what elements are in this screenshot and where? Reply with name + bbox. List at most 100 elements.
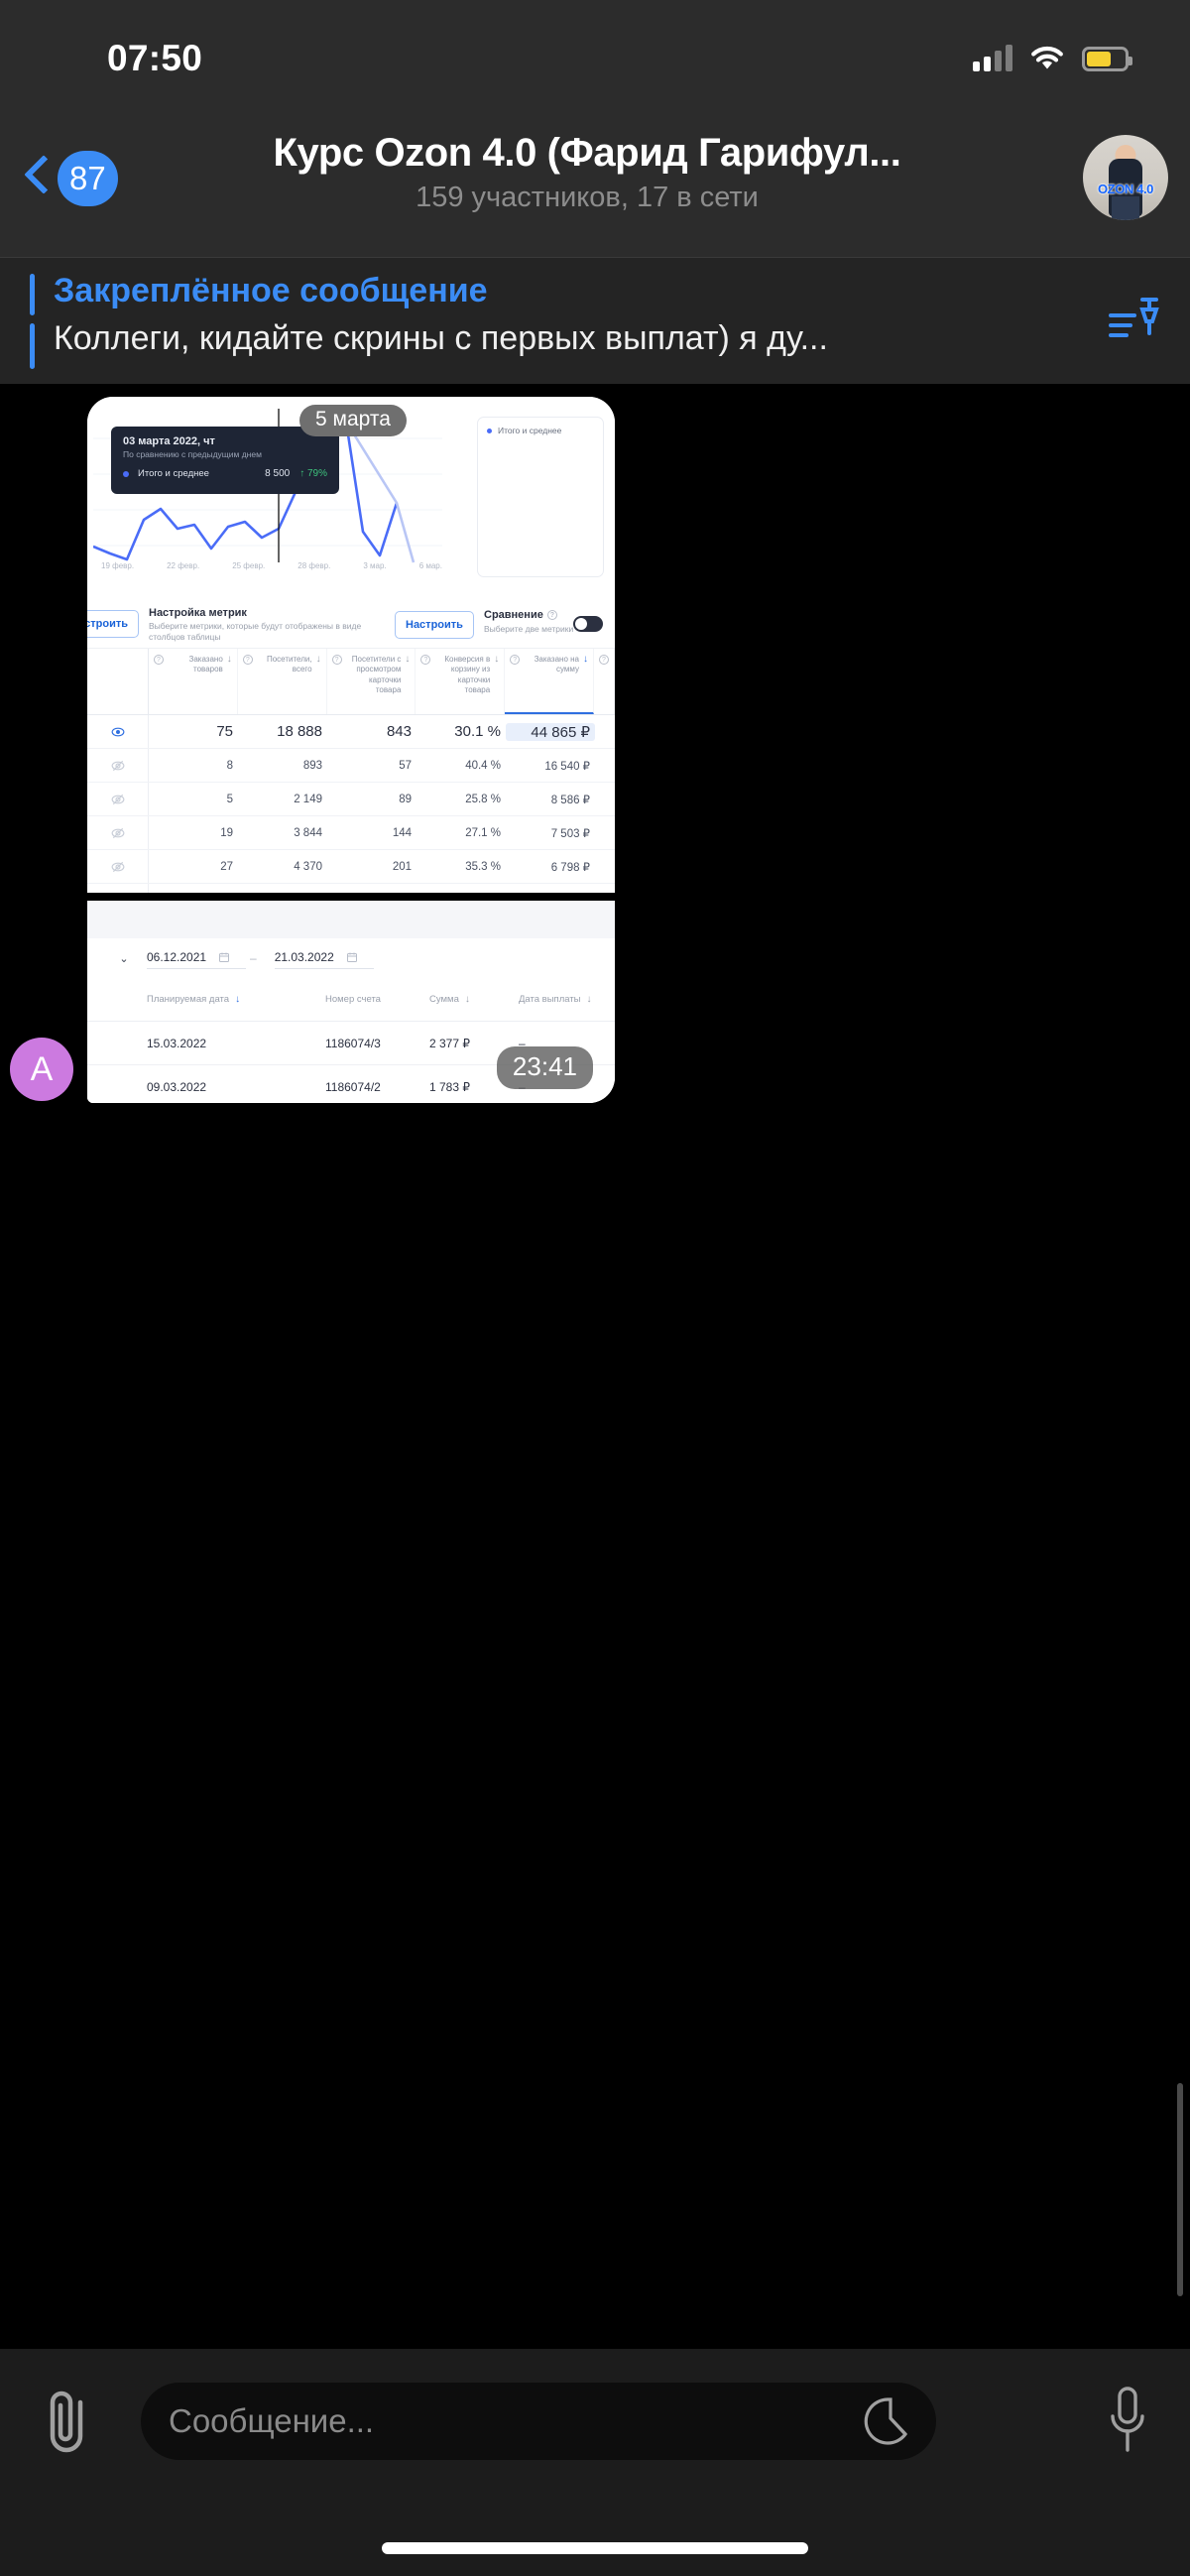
payments-column-invoice[interactable]: Номер счета [325,994,381,1005]
visibility-toggle[interactable] [87,783,149,815]
cell-visitors-total: 893 [302,759,322,772]
pinned-message-bar[interactable]: Закреплённое сообщение Коллеги, кидайте … [0,258,1190,385]
column-header-overflow[interactable]: ? [594,649,615,714]
payments-column-amount[interactable]: Сумма ↓ [429,994,470,1005]
analytics-screenshot: 19 февр. 22 февр. 25 февр. 28 февр. 3 ма… [87,397,615,893]
message-input-field[interactable]: Сообщение... [141,2383,936,2460]
sort-down-icon[interactable]: ↓ [464,993,470,1005]
pin-icon[interactable] [1101,288,1162,349]
payments-column-planned[interactable]: Планируемая дата ↓ [147,994,240,1005]
chat-title: Курс Ozon 4.0 (Фарид Гарифул... [273,131,901,175]
x-tick: 22 февр. [167,561,200,570]
scrollbar[interactable] [1177,2083,1183,2296]
chat-subtitle: 159 участников, 17 в сети [416,182,759,213]
sort-down-icon[interactable]: ↓ [494,654,500,665]
x-tick: 28 февр. [298,561,331,570]
cell-visitors-card-views: 201 [392,860,412,873]
eye-hidden-icon [111,861,124,872]
column-label: Посетители с просмотром карточки товара [351,655,402,695]
cell-planned-date: 15.03.2022 [147,1036,207,1050]
column-label: Заказано на сумму [534,655,579,675]
cell-visitors-card-views: 89 [399,793,412,805]
question-mark-icon[interactable]: ? [546,610,557,620]
tooltip-subtitle: По сравнению с предыдущим днем [123,449,262,459]
metrics-description: Выберите метрики, которые будут отображе… [149,621,362,643]
question-mark-icon[interactable]: ? [598,655,609,665]
cellular-signal-icon [973,44,1012,71]
question-mark-icon[interactable]: ? [510,655,521,665]
comparison-title: Сравнение ? [484,609,573,621]
column-header-visitors-card-views[interactable]: ? Посетители с просмотром карточки товара… [327,649,416,714]
table-row[interactable]: 75 18 888 843 30.1 % 44 865 ₽ [87,714,615,748]
visibility-toggle[interactable] [87,850,149,883]
wifi-icon [1029,44,1065,71]
chevron-down-icon[interactable]: ⌄ [119,952,129,965]
sticker-icon[interactable] [863,2396,912,2446]
chat-avatar[interactable]: OZON 4.0 [1083,135,1168,220]
eye-visible-icon [111,727,124,736]
table-row[interactable]: 19 3 844 144 27.1 % 7 503 ₽ [87,815,615,849]
table-row[interactable]: 5 2 149 89 25.8 % 8 586 ₽ [87,782,615,815]
column-header-ordered-items[interactable]: ? Заказано товаров ↓ [149,649,238,714]
date-from-field[interactable]: 06.12.2021 [147,947,246,969]
cell-ordered-items: 19 [220,826,233,839]
cell-ordered-amount: 6 798 ₽ [550,861,590,874]
legend-item[interactable]: Итого и среднее [478,418,603,435]
cell-visitors-card-views: 57 [399,759,412,772]
cell-ordered-items: 8 [226,759,233,772]
microphone-icon[interactable] [1105,2385,1150,2458]
table-row[interactable]: 8 893 57 40.4 % 16 540 ₽ [87,748,615,782]
column-header-ordered-amount[interactable]: ? Заказано на сумму ↓ [505,649,594,714]
tooltip-value: 8 500 [265,468,291,479]
paperclip-icon[interactable] [38,2387,99,2456]
column-header-visitors-total[interactable]: ? Посетители, всего ↓ [238,649,327,714]
question-mark-icon[interactable]: ? [242,655,253,665]
sort-down-icon[interactable]: ↓ [315,654,321,665]
date-to-field[interactable]: 21.03.2022 [274,947,374,969]
back-button[interactable]: 87 [22,151,118,206]
question-mark-icon[interactable]: ? [420,655,431,665]
column-header-cart-conversion[interactable]: ? Конверсия в корзину из карточки товара ↓ [416,649,506,714]
payments-header-row: Планируемая дата ↓ Номер счета Сумма ↓ Д… [87,978,615,1022]
date-to-value: 21.03.2022 [274,950,334,964]
visibility-toggle[interactable] [87,884,149,893]
metrics-settings-bar: астроить Настройка метрик Выберите метри… [87,599,615,649]
visibility-toggle[interactable] [87,816,149,849]
question-mark-icon[interactable]: ? [331,655,342,665]
configure-button[interactable]: Настроить [395,611,474,639]
metrics-table: ? Заказано товаров ↓ ? Посетители, всего ↓ ?… [87,649,615,893]
left-configure-button[interactable]: астроить [87,610,139,638]
visibility-toggle[interactable] [87,715,149,748]
column-label: Конверсия в корзину из карточки товара [444,655,491,695]
sort-down-icon[interactable]: ↓ [226,654,232,665]
comparison-toggle[interactable] [573,616,603,632]
eye-hidden-icon [111,760,124,771]
sort-down-icon[interactable]: ↓ [235,993,241,1005]
question-mark-icon[interactable]: ? [154,655,164,665]
tooltip-delta: ↑ 79% [299,468,327,479]
column-label: Дата выплаты [519,994,581,1005]
sort-down-icon[interactable]: ↓ [582,654,588,665]
sender-avatar[interactable]: A [10,1038,73,1101]
x-tick: 3 мар. [363,561,387,570]
payments-column-paid-date[interactable]: Дата выплаты ↓ [519,994,592,1005]
chart-card: 19 февр. 22 февр. 25 февр. 28 февр. 3 ма… [93,405,613,595]
unread-badge: 87 [58,151,118,206]
sort-down-icon[interactable]: ↓ [405,654,411,665]
visibility-toggle[interactable] [87,749,149,782]
chat-title-block[interactable]: Курс Ozon 4.0 (Фарид Гарифул... 159 учас… [220,131,954,214]
message-placeholder: Сообщение... [169,2402,375,2439]
comparison-title-text: Сравнение [484,609,543,621]
table-row[interactable]: 27 4 370 201 35.3 % 6 798 ₽ [87,849,615,883]
cell-ordered-amount: 8 586 ₽ [550,794,590,806]
table-header-row: ? Заказано товаров ↓ ? Посетители, всего ↓ ?… [87,649,615,714]
cell-ordered-amount: 7 503 ₽ [550,827,590,840]
cell-ordered-items: 27 [220,860,233,873]
cell-ordered-amount: 16 540 ₽ [544,760,590,773]
home-indicator [382,2542,808,2554]
pinned-indicator [30,274,35,369]
table-row[interactable]: 14 6 164 310 29 % 4 718 ₽ [87,883,615,893]
photo-message-bubble[interactable]: 19 февр. 22 февр. 25 февр. 28 февр. 3 ма… [87,397,615,1103]
sort-down-icon[interactable]: ↓ [586,993,592,1005]
metrics-description-block: Настройка метрик Выберите метрики, котор… [149,607,387,644]
